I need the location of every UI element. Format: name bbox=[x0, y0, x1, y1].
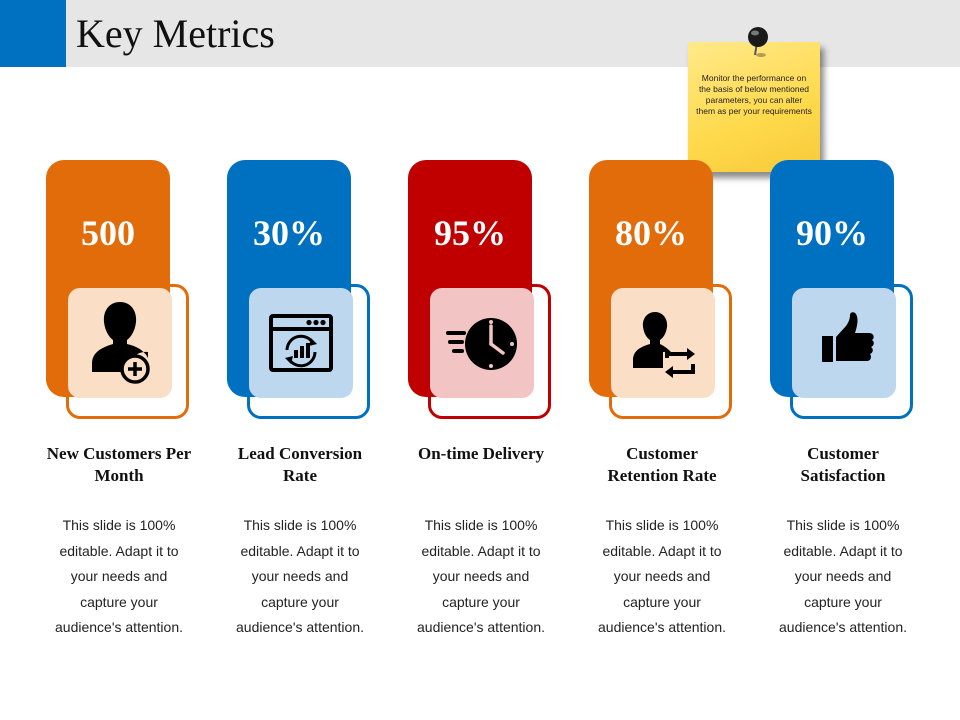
metric-description: This slide is 100% editable. Adapt it to… bbox=[598, 517, 726, 635]
metric-label: New Customers Per Month bbox=[46, 444, 192, 485]
icon-tint bbox=[249, 288, 353, 398]
icon-frame bbox=[247, 284, 370, 419]
metric-description: This slide is 100% editable. Adapt it to… bbox=[779, 517, 907, 635]
metric-label: Customer Retention Rate bbox=[607, 444, 717, 485]
fast-clock-icon bbox=[446, 318, 517, 370]
icon-frame bbox=[66, 284, 189, 419]
sticky-note: Monitor the performance on the basis of … bbox=[688, 42, 820, 172]
title-accent-block bbox=[0, 0, 66, 67]
user-repeat-icon bbox=[633, 312, 695, 378]
icon-frame bbox=[428, 284, 551, 419]
pushpin-icon bbox=[748, 27, 768, 57]
metric-description: This slide is 100% editable. Adapt it to… bbox=[236, 517, 364, 635]
metric-description: This slide is 100% editable. Adapt it to… bbox=[55, 517, 183, 635]
browser-chart-icon bbox=[269, 314, 333, 372]
metric-value: 30% bbox=[253, 213, 325, 253]
metric-value: 90% bbox=[796, 213, 868, 253]
metric-value: 500 bbox=[81, 213, 135, 253]
metric-label: Customer Satisfaction bbox=[800, 444, 886, 485]
icon-tint bbox=[611, 288, 715, 398]
sticky-note-text: Monitor the performance on the basis of … bbox=[696, 73, 812, 116]
metric-description: This slide is 100% editable. Adapt it to… bbox=[417, 517, 545, 635]
icon-frame bbox=[609, 284, 732, 419]
metric-label: Lead Conversion Rate bbox=[237, 444, 363, 485]
user-add-icon bbox=[92, 302, 150, 384]
metric-value: 80% bbox=[615, 213, 687, 253]
metric-value: 95% bbox=[434, 213, 506, 253]
page-title: Key Metrics bbox=[76, 11, 275, 56]
metric-label: On-time Delivery bbox=[417, 444, 545, 463]
thumbs-up-icon bbox=[822, 312, 874, 362]
icon-frame bbox=[790, 284, 913, 419]
